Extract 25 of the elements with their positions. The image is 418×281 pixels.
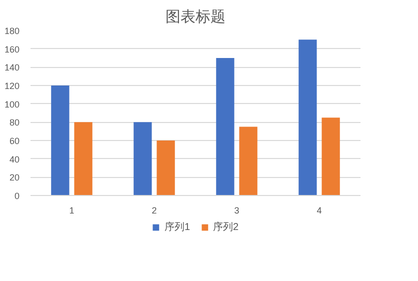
x-tick-label: 3 xyxy=(234,206,240,216)
bar xyxy=(239,126,258,196)
x-tick-label: 4 xyxy=(316,206,322,216)
bar xyxy=(156,140,175,196)
y-tick-label: 180 xyxy=(4,26,20,36)
y-tick-label: 0 xyxy=(14,191,20,201)
y-tick-label: 40 xyxy=(9,154,20,164)
y-tick-label: 60 xyxy=(9,136,20,146)
y-tick-label: 20 xyxy=(9,172,20,183)
y-tick-label: 80 xyxy=(9,118,20,128)
y-tick-label: 160 xyxy=(4,44,20,54)
bar xyxy=(298,40,317,196)
legend-label: 序列1 xyxy=(164,220,190,234)
x-tick-label: 2 xyxy=(152,206,157,216)
bar xyxy=(134,122,152,196)
x-tick-label: 1 xyxy=(69,206,74,216)
bar xyxy=(216,58,234,196)
bar xyxy=(51,86,70,196)
chart-title: 图表标题 xyxy=(166,8,226,26)
y-tick-label: 120 xyxy=(4,81,20,91)
bar xyxy=(322,118,340,196)
legend-label: 序列2 xyxy=(213,220,239,234)
y-tick-label: 100 xyxy=(4,99,20,110)
bar xyxy=(74,122,92,196)
y-tick-label: 140 xyxy=(4,62,20,73)
